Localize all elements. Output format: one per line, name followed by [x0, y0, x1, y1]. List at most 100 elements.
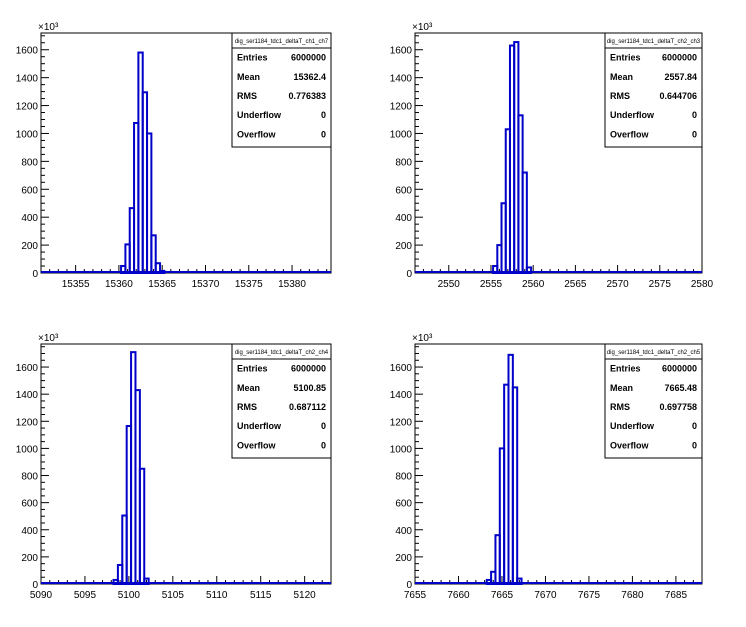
stats-value-mean: 7665.48: [664, 383, 697, 393]
x-tick-label: 2570: [606, 279, 629, 290]
stats-value-overflow: 0: [321, 440, 326, 450]
y-tick-label: 1000: [390, 444, 413, 455]
y-tick-label: 0: [32, 580, 38, 591]
x-tick-label: 15375: [235, 279, 263, 290]
stats-value-overflow: 0: [692, 129, 697, 139]
x-tick-label: 15355: [62, 279, 90, 290]
y-tick-label: 0: [406, 269, 412, 280]
stats-label-rms: RMS: [610, 402, 630, 412]
stats-label-rms: RMS: [237, 91, 257, 101]
stats-value-underflow: 0: [692, 110, 697, 120]
y-tick-label: 600: [395, 185, 412, 196]
stats-label-entries: Entries: [237, 53, 268, 63]
stats-value-mean: 15362.4: [293, 72, 326, 82]
stats-value-entries: 6000000: [662, 364, 697, 374]
y-tick-label: 1600: [390, 46, 413, 57]
y-tick-label: 800: [395, 157, 412, 168]
x-tick-label: 2580: [691, 279, 714, 290]
y-tick-label: 400: [395, 526, 412, 537]
stats-value-underflow: 0: [692, 421, 697, 431]
stats-value-overflow: 0: [321, 129, 326, 139]
stats-value-mean: 5100.85: [293, 383, 326, 393]
x-tick-label: 5100: [118, 590, 141, 601]
stats-label-overflow: Overflow: [610, 129, 650, 139]
stats-label-underflow: Underflow: [610, 110, 655, 120]
stats-box-title: dig_ser1184_tdc1_deltaT_ch2_ch5: [607, 350, 701, 356]
y-tick-label: 800: [21, 157, 38, 168]
y-tick-label: 0: [406, 580, 412, 591]
y-tick-label: 1000: [390, 129, 413, 140]
histogram-panel-2: 0 200 400 600 800 1000 1200 1400 1600 ×10³ 2550 255…: [390, 22, 714, 290]
stats-label-overflow: Overflow: [237, 440, 277, 450]
x-tick-label: 5095: [74, 590, 97, 601]
histogram-bin: [138, 467, 146, 585]
y-tick-label: 200: [395, 241, 412, 252]
y-tick-label: 200: [21, 241, 38, 252]
stats-label-entries: Entries: [610, 364, 641, 374]
stats-value-mean: 2557.84: [664, 72, 697, 82]
x-tick-label: 7685: [665, 590, 688, 601]
x-tick-label: 5120: [294, 590, 317, 601]
stats-box-frame: [231, 343, 332, 459]
histogram-panel-1: 0 200 400 600 800 1000 1200 1400 1600 ×10³ 15355 15…: [16, 22, 332, 290]
histogram-panel-4: 0 200 400 600 800 1000 1200 1400 1600 ×10³ 7655 766…: [390, 333, 703, 601]
x-tick-label: 5110: [206, 590, 228, 601]
stats-box-title: dig_ser1184_tdc1_deltaT_ch2_ch4: [235, 350, 329, 356]
stats-label-rms: RMS: [610, 91, 630, 101]
stats-box: dig_ser1184_tdc1_deltaT_ch2_ch5 Entries 60…: [604, 343, 703, 459]
stats-value-rms: 0.776383: [288, 91, 326, 101]
stats-label-underflow: Underflow: [237, 110, 282, 120]
y-tick-label: 1600: [16, 363, 39, 374]
stats-label-mean: Mean: [237, 383, 260, 393]
y-tick-label: 400: [21, 213, 38, 224]
x-tick-label: 5115: [250, 590, 272, 601]
y-tick-label: 1400: [16, 390, 39, 401]
y-tick-label: 400: [21, 526, 38, 537]
y-tick-label: 1600: [16, 46, 39, 57]
x-tick-label: 15365: [148, 279, 176, 290]
y-tick-label: 1400: [390, 74, 413, 85]
x-tick-label: 5090: [30, 590, 53, 601]
stats-value-underflow: 0: [321, 110, 326, 120]
stats-label-underflow: Underflow: [237, 421, 282, 431]
stats-value-entries: 6000000: [662, 53, 697, 63]
y-multiplier-label: ×10³: [412, 22, 433, 33]
stats-box: dig_ser1184_tdc1_deltaT_ch2_ch4 Entries 60…: [231, 343, 332, 459]
x-tick-label: 2575: [649, 279, 672, 290]
y-tick-label: 1000: [16, 129, 39, 140]
y-tick-label: 1200: [390, 102, 413, 113]
y-tick-label: 1600: [390, 363, 413, 374]
x-tick-label: 7665: [491, 590, 514, 601]
stats-label-rms: RMS: [237, 402, 257, 412]
y-multiplier-label: ×10³: [38, 22, 59, 33]
stats-value-rms: 0.644706: [659, 91, 697, 101]
y-tick-label: 1200: [390, 417, 413, 428]
x-tick-label: 2565: [564, 279, 587, 290]
x-tick-label: 7660: [447, 590, 470, 601]
x-tick-label: 15370: [192, 279, 220, 290]
y-tick-label: 800: [395, 472, 412, 483]
y-tick-label: 600: [21, 185, 38, 196]
x-tick-label: 15360: [105, 279, 133, 290]
y-tick-label: 600: [21, 499, 38, 510]
x-tick-label: 7680: [621, 590, 644, 601]
stats-label-mean: Mean: [610, 383, 633, 393]
histogram-bin: [511, 386, 519, 585]
stats-label-mean: Mean: [610, 72, 633, 82]
y-tick-label: 200: [395, 553, 412, 564]
x-tick-label: 2550: [438, 279, 461, 290]
stats-value-overflow: 0: [692, 440, 697, 450]
y-tick-label: 1200: [16, 417, 39, 428]
stats-box: dig_ser1184_tdc1_deltaT_ch2_ch3 Entries 60…: [604, 32, 703, 148]
x-tick-label: 7655: [404, 590, 427, 601]
stats-box-title: dig_ser1184_tdc1_deltaT_ch2_ch3: [607, 39, 701, 45]
histogram-bin: [521, 171, 528, 274]
y-multiplier-label: ×10³: [38, 333, 59, 344]
stats-value-rms: 0.687112: [289, 402, 326, 412]
y-tick-label: 200: [21, 553, 38, 564]
stats-label-overflow: Overflow: [237, 129, 277, 139]
stats-box-title: dig_ser1184_tdc1_deltaT_ch1_ch7: [235, 39, 329, 45]
y-tick-label: 400: [395, 213, 412, 224]
